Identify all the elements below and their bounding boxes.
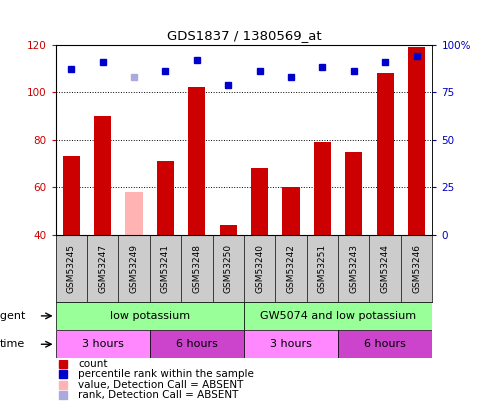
Text: GSM53241: GSM53241 bbox=[161, 244, 170, 293]
Text: GSM53249: GSM53249 bbox=[129, 244, 139, 293]
Text: GSM53247: GSM53247 bbox=[98, 244, 107, 293]
Text: count: count bbox=[78, 359, 108, 369]
Bar bbox=[150, 330, 244, 358]
Text: GSM53245: GSM53245 bbox=[67, 244, 76, 293]
Text: low potassium: low potassium bbox=[110, 311, 190, 321]
Text: 3 hours: 3 hours bbox=[270, 339, 312, 349]
Bar bbox=[283, 187, 299, 235]
Text: percentile rank within the sample: percentile rank within the sample bbox=[78, 369, 254, 379]
Bar bbox=[244, 330, 338, 358]
Text: GW5074 and low potassium: GW5074 and low potassium bbox=[260, 311, 416, 321]
Bar bbox=[56, 302, 244, 330]
Bar bbox=[56, 330, 150, 358]
Text: GSM53248: GSM53248 bbox=[192, 244, 201, 293]
Text: GSM53243: GSM53243 bbox=[349, 244, 358, 293]
Bar bbox=[63, 156, 80, 235]
Text: GSM53246: GSM53246 bbox=[412, 244, 421, 293]
Bar bbox=[244, 302, 432, 330]
Text: GSM53244: GSM53244 bbox=[381, 244, 390, 293]
Text: GSM53250: GSM53250 bbox=[224, 244, 233, 293]
Bar bbox=[314, 142, 331, 235]
Bar bbox=[220, 225, 237, 235]
Bar bbox=[251, 168, 268, 235]
Bar bbox=[408, 47, 425, 235]
Text: GSM53240: GSM53240 bbox=[255, 244, 264, 293]
Text: GSM53251: GSM53251 bbox=[318, 244, 327, 293]
Title: GDS1837 / 1380569_at: GDS1837 / 1380569_at bbox=[167, 29, 321, 42]
Bar bbox=[338, 330, 432, 358]
Text: GSM53242: GSM53242 bbox=[286, 244, 296, 293]
Text: 6 hours: 6 hours bbox=[176, 339, 218, 349]
Bar bbox=[377, 73, 394, 235]
Text: rank, Detection Call = ABSENT: rank, Detection Call = ABSENT bbox=[78, 390, 239, 400]
Text: agent: agent bbox=[0, 311, 26, 321]
Bar bbox=[345, 151, 362, 235]
Bar bbox=[94, 116, 111, 235]
Bar bbox=[188, 87, 205, 235]
Text: 6 hours: 6 hours bbox=[364, 339, 406, 349]
Text: time: time bbox=[0, 339, 26, 349]
Bar bbox=[157, 161, 174, 235]
Text: value, Detection Call = ABSENT: value, Detection Call = ABSENT bbox=[78, 380, 243, 390]
Text: 3 hours: 3 hours bbox=[82, 339, 124, 349]
Bar bbox=[126, 192, 142, 235]
